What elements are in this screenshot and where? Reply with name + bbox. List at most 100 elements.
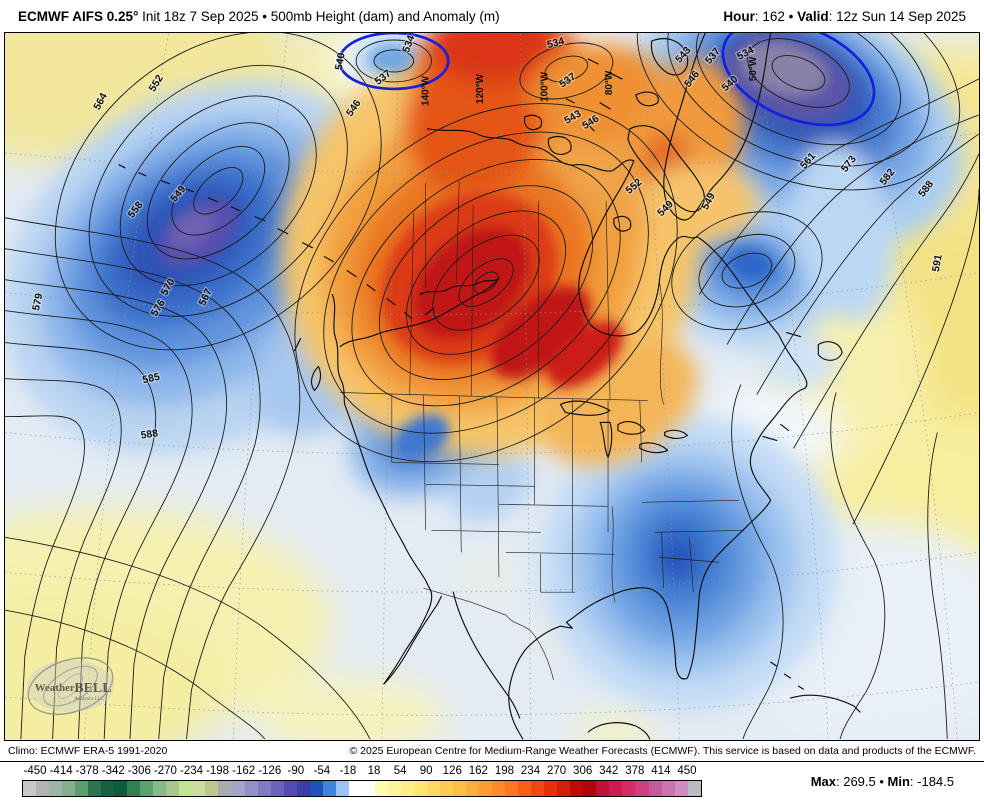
colorbar-cell <box>218 781 232 796</box>
colorbar-tick-labels: -450 -414 -378 -342 -306 -270 -234 -198 -162 -126… <box>0 765 984 779</box>
colorbar-cell <box>635 781 649 796</box>
colorbar-tick: 306 <box>573 765 593 777</box>
colorbar-cell <box>179 781 193 796</box>
logo-swirl <box>26 660 115 713</box>
colorbar-cell <box>557 781 571 796</box>
colorbar-cell <box>570 781 584 796</box>
contour-label: 588 <box>140 428 159 441</box>
colorbar-tick: -162 <box>232 765 256 777</box>
colorbar-cell <box>453 781 467 796</box>
colorbar-tick: 270 <box>546 765 567 777</box>
max-min-readout: Max: 269.5 • Min: -184.5 <box>810 774 954 789</box>
contour-540-blue <box>337 33 876 127</box>
colorbar-tick: 234 <box>520 765 541 777</box>
colorbar-cell <box>244 781 258 796</box>
meridian-label: 120°W <box>475 73 486 104</box>
colorbar-cell <box>426 781 440 796</box>
colorbar-tick: 450 <box>677 765 697 777</box>
header-bar: ECMWF AIFS 0.25° Init 18z 7 Sep 2025 • 5… <box>0 0 984 32</box>
colorbar-cell <box>205 781 219 796</box>
colorbar-cell <box>166 781 180 796</box>
colorbar-cell <box>400 781 414 796</box>
colorbar-tick: 378 <box>625 765 645 777</box>
meridian-label: 50°W <box>748 56 759 81</box>
colorbar-cell <box>531 781 545 796</box>
colorbar-cell <box>661 781 675 796</box>
colorbar-cell <box>622 781 636 796</box>
colorbar-cell <box>101 781 115 796</box>
colorbar-cell <box>348 781 362 796</box>
meridian-label: 100°W <box>540 71 551 102</box>
colorbar-cell <box>518 781 532 796</box>
colorbar-cell <box>75 781 89 796</box>
colorbar-tick: -414 <box>49 765 73 777</box>
min-label: Min <box>887 774 910 789</box>
colorbar-cell <box>583 781 597 796</box>
colorbar-cell <box>140 781 154 796</box>
valid-time: Hour: 162 • Valid: 12z Sun 14 Sep 2025 <box>723 8 966 24</box>
height-contours <box>5 33 979 740</box>
logo-text-bell: BELL <box>74 681 111 696</box>
colorbar-tick: -54 <box>313 765 331 777</box>
logo-text-weather: Weather <box>35 682 75 694</box>
colorbar-tick: -198 <box>206 765 230 777</box>
colorbar-cell <box>88 781 102 796</box>
title-subtitle: Init 18z 7 Sep 2025 • 500mb Height (dam)… <box>138 8 500 24</box>
colorbar-tick: -126 <box>258 765 282 777</box>
colorbar-cell <box>322 781 336 796</box>
contour-label: 540 <box>334 52 348 71</box>
colorbar-tick: 198 <box>494 765 515 777</box>
colorbar-tick: 90 <box>419 765 433 777</box>
colorbar-tick: 414 <box>651 765 671 777</box>
colorbar-tick: -342 <box>101 765 125 777</box>
colorbar-cell <box>505 781 519 796</box>
colorbar-cell <box>674 781 688 796</box>
logo-text-analytics: Analytics LLC <box>74 697 104 702</box>
colorbar-tick: -306 <box>127 765 151 777</box>
colorbar-cell <box>361 781 375 796</box>
attribution-strip: Climo: ECMWF ERA-5 1991-2020 © 2025 Euro… <box>0 741 984 762</box>
colorbar-cell <box>374 781 388 796</box>
colorbar-cell <box>257 781 271 796</box>
colorbar-tick: 162 <box>468 765 488 777</box>
colorbar-cell <box>192 781 206 796</box>
colorbar-cell <box>479 781 493 796</box>
colorbar-tick: 126 <box>442 765 462 777</box>
colorbar-cell <box>309 781 323 796</box>
colorbar-cell <box>153 781 167 796</box>
colorbar-cell <box>609 781 623 796</box>
colorbar-tick: -90 <box>287 765 305 777</box>
colorbar-cell <box>544 781 558 796</box>
colorbar-cell <box>270 781 284 796</box>
colorbar-cell <box>440 781 454 796</box>
meridian-label: 140°W <box>421 75 432 106</box>
colorbar-cell <box>296 781 310 796</box>
colorbar-cell <box>492 781 506 796</box>
meridian-label: 80°W <box>604 70 615 95</box>
colorbar-cell <box>62 781 76 796</box>
colorbar-cell <box>283 781 297 796</box>
colorbar-cell <box>231 781 245 796</box>
colorbar-tick: 18 <box>367 765 381 777</box>
colorbar-tick: 342 <box>599 765 619 777</box>
colorbar-tick: -18 <box>339 765 357 777</box>
colorbar-tick: 54 <box>393 765 407 777</box>
colorbar-tick: -234 <box>179 765 204 777</box>
hour-label: Hour <box>723 8 755 24</box>
coastlines <box>118 33 861 740</box>
colorbar-cell <box>413 781 427 796</box>
model-name: ECMWF AIFS 0.25° <box>18 8 139 24</box>
climo-text: Climo: ECMWF ERA-5 1991-2020 <box>8 745 168 757</box>
max-label: Max <box>810 774 836 789</box>
colorbar-cell <box>335 781 349 796</box>
colorbar-cell <box>114 781 128 796</box>
colorbar-cell <box>23 781 37 796</box>
colorbar-cell <box>49 781 63 796</box>
weatherbell-logo: Weather BELL Analytics LLC <box>26 657 115 716</box>
colorbar-tick: -450 <box>23 765 47 777</box>
colorbar-cell <box>387 781 401 796</box>
colorbar <box>22 780 702 797</box>
colorbar-tick: -378 <box>75 765 99 777</box>
contour-label: 579 <box>31 292 45 312</box>
